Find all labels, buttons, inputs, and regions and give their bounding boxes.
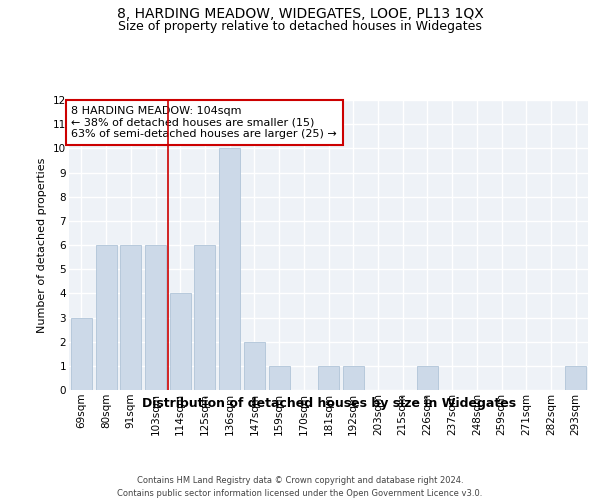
Bar <box>120 245 141 390</box>
Text: 8, HARDING MEADOW, WIDEGATES, LOOE, PL13 1QX: 8, HARDING MEADOW, WIDEGATES, LOOE, PL13… <box>116 8 484 22</box>
Bar <box>269 366 290 390</box>
Bar <box>145 245 166 390</box>
Text: 8 HARDING MEADOW: 104sqm
← 38% of detached houses are smaller (15)
63% of semi-d: 8 HARDING MEADOW: 104sqm ← 38% of detach… <box>71 106 337 139</box>
Y-axis label: Number of detached properties: Number of detached properties <box>37 158 47 332</box>
Bar <box>71 318 92 390</box>
Bar <box>95 245 116 390</box>
Text: Distribution of detached houses by size in Widegates: Distribution of detached houses by size … <box>142 398 516 410</box>
Bar <box>318 366 339 390</box>
Bar <box>244 342 265 390</box>
Text: Size of property relative to detached houses in Widegates: Size of property relative to detached ho… <box>118 20 482 33</box>
Bar <box>343 366 364 390</box>
Bar <box>417 366 438 390</box>
Bar <box>170 294 191 390</box>
Bar <box>194 245 215 390</box>
Bar <box>219 148 240 390</box>
Bar <box>565 366 586 390</box>
Text: Contains HM Land Registry data © Crown copyright and database right 2024.
Contai: Contains HM Land Registry data © Crown c… <box>118 476 482 498</box>
